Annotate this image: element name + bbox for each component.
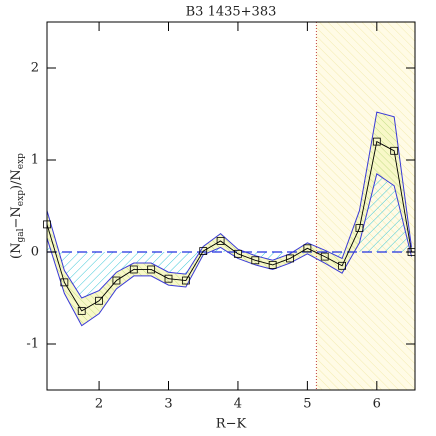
x-tick-label: 3: [164, 397, 172, 412]
series-line: [46, 172, 413, 327]
x-axis-label: R−K: [216, 417, 247, 432]
x-tick-label: 5: [303, 397, 311, 412]
chart-title: B3 1435+383: [186, 5, 277, 20]
data-point: [320, 252, 329, 261]
data-point: [95, 296, 103, 305]
y-label-part: −N: [9, 206, 24, 228]
x-tick-label: 6: [373, 397, 381, 412]
plot-frame: [46, 21, 416, 391]
x-tick-label: 2: [95, 397, 103, 412]
y-tick-label: 0: [31, 245, 39, 260]
y-label-part: gal: [16, 228, 26, 242]
x-tick-label: 4: [234, 397, 242, 412]
data-point: [355, 224, 364, 232]
data-point: [60, 278, 69, 287]
y-tick-label: -1: [26, 337, 39, 352]
y-axis-label: (Ngal−Nexp)/Nexp: [9, 153, 26, 259]
data-point: [268, 260, 277, 269]
data-point: [181, 276, 190, 285]
y-label-part: exp: [16, 190, 26, 206]
y-tick-label: 2: [31, 61, 39, 76]
data-point: [164, 274, 173, 283]
y-label-part: (N: [9, 243, 24, 259]
data-point: [216, 237, 225, 245]
data-point: [234, 249, 242, 258]
y-label-part: exp: [16, 153, 26, 169]
error-band: [47, 112, 412, 326]
y-label-part: )/N: [9, 169, 24, 190]
data-point: [129, 265, 138, 274]
data-point: [390, 146, 399, 155]
data-point: [147, 265, 156, 274]
data-point: [338, 261, 346, 270]
data-point: [286, 254, 294, 263]
data-point: [251, 256, 260, 265]
data-point: [112, 276, 121, 285]
data-point: [372, 137, 381, 146]
data-point: [77, 306, 86, 315]
data-point: [303, 244, 312, 253]
series-line: [46, 140, 412, 312]
series-line: [46, 111, 413, 299]
y-tick-label: 1: [31, 153, 39, 168]
data-point: [199, 247, 208, 255]
